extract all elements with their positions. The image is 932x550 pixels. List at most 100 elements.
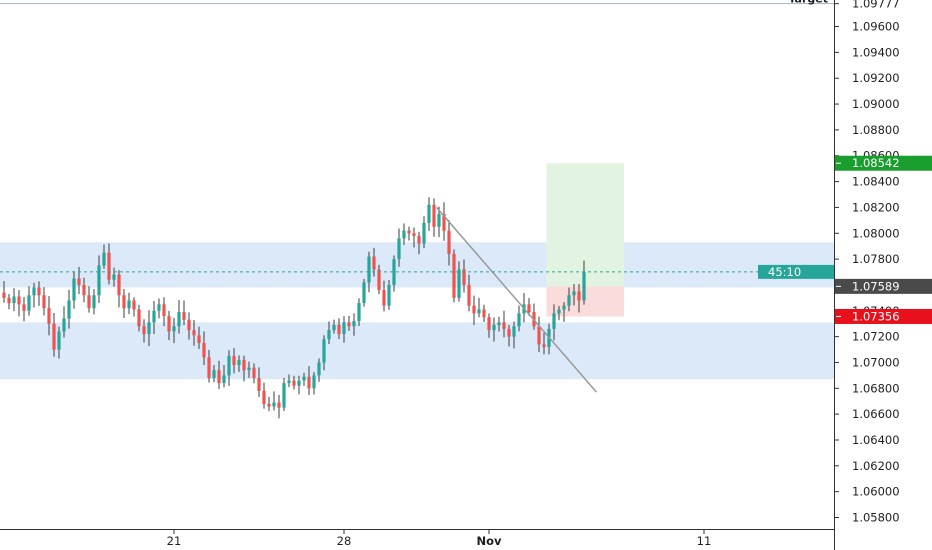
- candle-body-33: [167, 315, 171, 332]
- countdown-label: 45:10: [768, 265, 801, 279]
- price-tag-last_price: [835, 278, 932, 294]
- candle-body-86: [432, 204, 436, 227]
- candle-body-32: [162, 304, 166, 316]
- candle-body-10: [52, 323, 56, 350]
- candle-body-13: [67, 300, 71, 319]
- candle-body-43: [217, 370, 221, 384]
- candle-body-16: [82, 284, 86, 296]
- candle-body-21: [107, 252, 111, 280]
- candle-body-1: [7, 297, 11, 304]
- countdown-tag: [758, 264, 834, 279]
- candle-body-0: [2, 292, 6, 298]
- candle-body-66: [332, 324, 336, 331]
- candle-body-115: [577, 291, 581, 301]
- candle-body-12: [62, 318, 66, 332]
- y-tick-label: 1.09400: [852, 45, 900, 59]
- candle-body-77: [387, 284, 391, 306]
- x-tick-label: Nov: [476, 534, 502, 548]
- candle-body-93: [467, 284, 471, 306]
- candle-body-100: [502, 322, 506, 329]
- price-tag-take_profit: [835, 155, 932, 171]
- candle-body-60: [302, 376, 306, 381]
- y-tick-label: 1.09000: [852, 97, 900, 111]
- candle-body-74: [372, 256, 376, 270]
- support-resistance-zone-1: [0, 242, 834, 288]
- candle-body-80: [402, 230, 406, 239]
- candle-body-69: [347, 322, 351, 327]
- candle-body-90: [452, 253, 456, 298]
- candle-body-98: [492, 324, 496, 331]
- candle-body-41: [207, 357, 211, 378]
- y-tick-label: 1.08400: [852, 175, 900, 189]
- y-tick-label: 1.08800: [852, 123, 900, 137]
- candle-body-9: [47, 308, 51, 324]
- target-label: Target: [788, 0, 828, 6]
- y-tick-label: 1.07000: [852, 355, 900, 369]
- candle-body-24: [122, 295, 126, 309]
- candle-body-89: [447, 230, 451, 254]
- candle-body-8: [42, 295, 46, 309]
- candle-body-27: [137, 309, 141, 327]
- candle-body-95: [477, 309, 481, 314]
- candle-body-35: [177, 312, 181, 327]
- candle-body-116: [582, 272, 586, 301]
- candle-body-37: [187, 319, 191, 331]
- candle-body-17: [87, 295, 91, 309]
- candle-body-88: [442, 213, 446, 231]
- candle-body-11: [57, 331, 61, 350]
- candle-body-107: [537, 326, 541, 345]
- candle-body-114: [572, 291, 576, 296]
- candle-body-91: [457, 269, 461, 298]
- candle-body-78: [392, 259, 396, 285]
- y-tick-label: 1.09600: [852, 20, 900, 34]
- candle-body-31: [157, 304, 161, 311]
- candle-body-96: [482, 309, 486, 318]
- y-tick-label: 1.09200: [852, 71, 900, 85]
- position-profit-area[interactable]: [546, 163, 625, 287]
- y-tick-label: 1.05800: [852, 511, 900, 525]
- candle-body-50: [252, 367, 256, 378]
- y-tick-label: 1.08000: [852, 226, 900, 240]
- candle-body-3: [17, 296, 21, 305]
- candle-body-25: [127, 300, 131, 309]
- candle-body-46: [232, 356, 236, 366]
- candle-body-103: [517, 313, 521, 327]
- candle-body-61: [307, 376, 311, 389]
- candle-body-111: [557, 309, 561, 314]
- candle-body-87: [437, 213, 441, 227]
- candle-body-94: [472, 305, 476, 314]
- candle-body-6: [32, 287, 36, 296]
- candle-body-99: [497, 322, 501, 325]
- candle-body-23: [117, 274, 121, 296]
- candle-body-4: [22, 304, 26, 311]
- y-tick-label: 1.06200: [852, 459, 900, 473]
- candle-body-102: [512, 326, 516, 337]
- candle-body-72: [362, 282, 366, 304]
- y-tick-label: 1.06800: [852, 381, 900, 395]
- candle-body-22: [112, 274, 116, 280]
- price-tag-stop_loss: [835, 308, 932, 324]
- candle-body-44: [222, 375, 226, 384]
- candle-body-71: [357, 303, 361, 322]
- candle-body-113: [567, 295, 571, 306]
- candle-body-52: [262, 390, 266, 404]
- trendline[interactable]: [435, 206, 598, 393]
- candle-body-70: [352, 321, 356, 327]
- candle-body-110: [552, 313, 556, 329]
- candle-body-68: [342, 322, 346, 335]
- candle-body-58: [292, 380, 296, 386]
- candle-body-73: [367, 256, 371, 283]
- candle-body-48: [242, 359, 246, 371]
- candle-body-105: [527, 304, 531, 313]
- candle-body-83: [417, 235, 421, 244]
- candle-body-26: [132, 300, 136, 310]
- candle-body-64: [322, 339, 326, 363]
- candle-body-108: [542, 344, 546, 347]
- candle-body-39: [197, 335, 201, 344]
- candle-body-81: [407, 230, 411, 234]
- candle-body-57: [287, 380, 291, 384]
- candle-body-47: [237, 359, 241, 366]
- candle-body-30: [152, 310, 156, 323]
